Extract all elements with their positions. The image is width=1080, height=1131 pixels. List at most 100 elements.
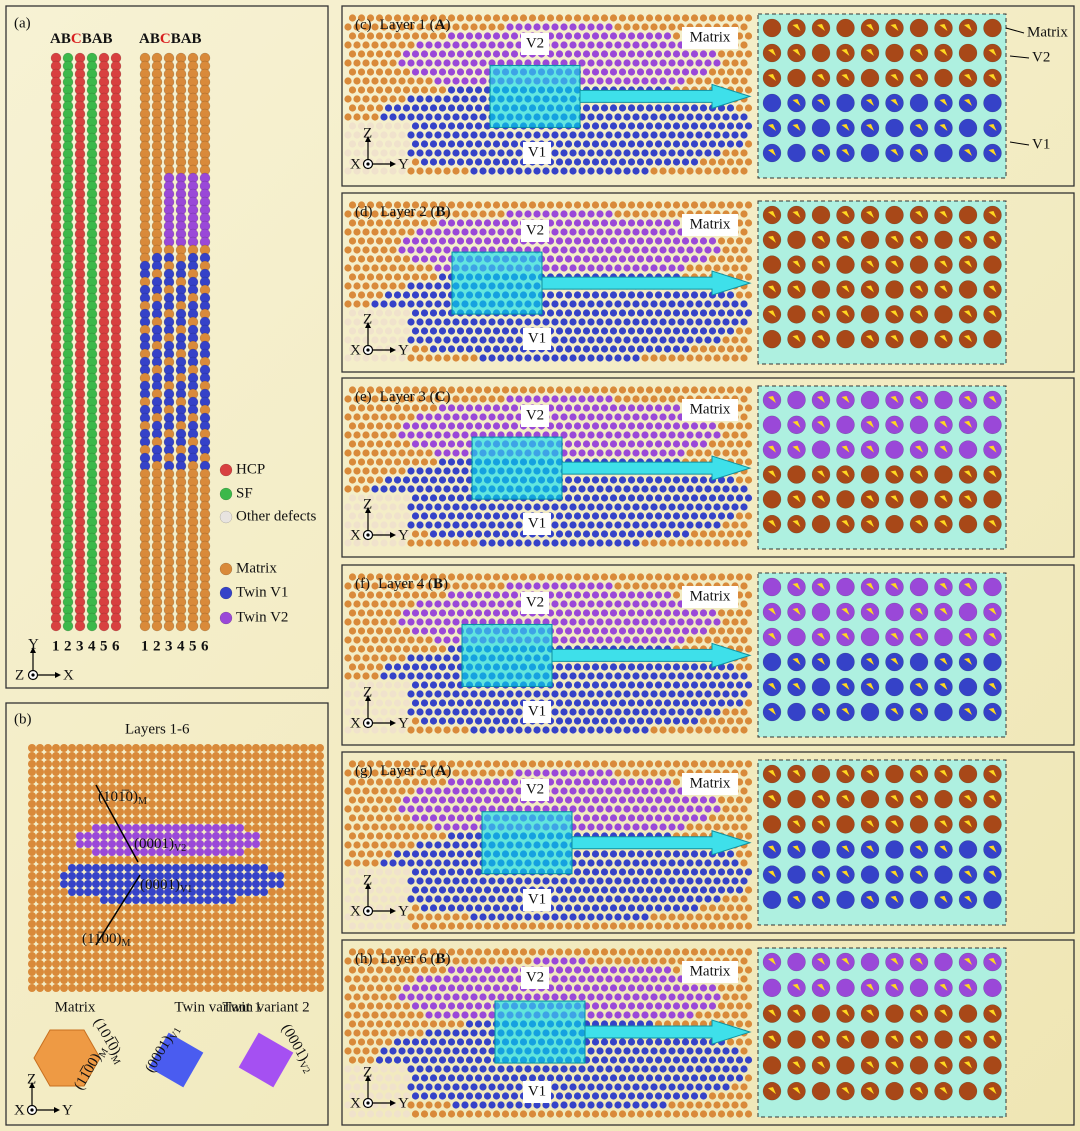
atom (292, 752, 300, 760)
atom (663, 309, 672, 317)
atom (690, 50, 699, 58)
atom (316, 864, 324, 872)
atom (605, 318, 613, 326)
atom (276, 808, 284, 816)
atom (645, 494, 654, 502)
atom (686, 318, 694, 326)
atom (196, 888, 204, 896)
atom (681, 476, 690, 484)
atom (124, 928, 132, 936)
atom (501, 14, 510, 22)
atom (677, 318, 685, 326)
atom (156, 744, 164, 752)
atom (596, 264, 604, 272)
atom (600, 32, 609, 40)
atom (60, 984, 68, 992)
atom (483, 327, 492, 335)
atom (371, 41, 379, 49)
atom (140, 896, 148, 904)
atom (744, 14, 753, 22)
atom (650, 264, 658, 272)
atom (148, 920, 156, 928)
atom (909, 329, 929, 349)
atom (228, 800, 236, 808)
atom (461, 413, 469, 421)
panel-tag: (a) (14, 15, 31, 31)
atom (663, 345, 672, 353)
atom (52, 880, 60, 888)
atom (443, 336, 451, 344)
atom (587, 318, 595, 326)
atom (740, 149, 748, 157)
atom (645, 386, 654, 394)
atom (260, 896, 268, 904)
atom (704, 431, 712, 439)
atom (708, 573, 717, 581)
atom (573, 494, 582, 502)
panel-frame (5, 5, 329, 689)
atom (28, 880, 36, 888)
atom (573, 32, 582, 40)
atom (587, 539, 595, 547)
atom (180, 952, 188, 960)
atom (348, 104, 357, 112)
atom (686, 485, 694, 493)
atom (722, 431, 730, 439)
atom (252, 888, 260, 896)
atom (632, 582, 640, 590)
atom (542, 318, 550, 326)
atom (515, 539, 523, 547)
atom (609, 327, 618, 335)
atom (740, 431, 748, 439)
atom (100, 760, 108, 768)
atom (284, 920, 292, 928)
atom (470, 131, 478, 139)
atom (569, 131, 577, 139)
atom (533, 395, 541, 403)
atom (681, 104, 690, 112)
atom (212, 928, 220, 936)
atom (140, 864, 148, 872)
atom (708, 122, 717, 130)
atom (220, 888, 228, 896)
atom (244, 944, 252, 952)
atom (578, 395, 586, 403)
atom (52, 960, 60, 968)
atom (668, 167, 676, 175)
atom (470, 503, 478, 511)
atom (252, 928, 260, 936)
atom (429, 237, 438, 245)
atom (52, 848, 60, 856)
atom (429, 345, 438, 353)
atom (36, 968, 44, 976)
atom (220, 968, 228, 976)
atom (686, 59, 694, 67)
atom (52, 920, 60, 928)
atom (300, 848, 308, 856)
atom (600, 201, 609, 209)
atom (686, 113, 694, 121)
atom (506, 210, 514, 218)
atom (219, 463, 233, 477)
atom (300, 808, 308, 816)
atom (501, 422, 510, 430)
atom (220, 896, 228, 904)
atom (519, 14, 528, 22)
atom (357, 476, 366, 484)
atom (650, 77, 658, 85)
atom (636, 104, 645, 112)
atom (488, 395, 496, 403)
atom (68, 984, 76, 992)
atom (578, 300, 586, 308)
atom (50, 620, 62, 632)
atom (357, 104, 366, 112)
atom (300, 920, 308, 928)
atom (605, 336, 613, 344)
atom (641, 167, 649, 175)
atom (380, 167, 388, 175)
atom (116, 864, 124, 872)
atom (260, 744, 268, 752)
atom (116, 912, 124, 920)
atom (465, 86, 474, 94)
atom (515, 149, 523, 157)
